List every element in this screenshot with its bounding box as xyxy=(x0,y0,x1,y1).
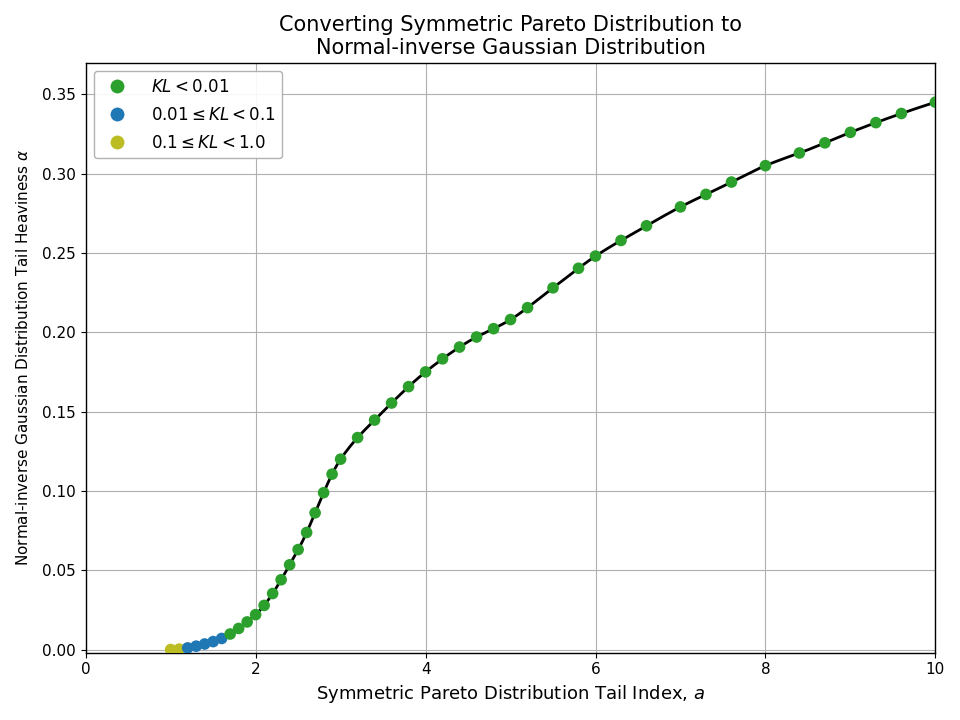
Point xyxy=(256,600,272,611)
Point xyxy=(545,282,561,294)
Point xyxy=(265,588,280,599)
Point xyxy=(757,160,773,171)
Point xyxy=(274,574,289,585)
Point xyxy=(698,189,713,200)
Point xyxy=(188,640,204,652)
Point xyxy=(435,353,450,364)
Point xyxy=(282,559,298,570)
Point xyxy=(367,414,382,426)
Point xyxy=(180,642,195,654)
Point xyxy=(613,235,629,246)
Point xyxy=(588,251,603,262)
Point xyxy=(316,487,331,498)
Point xyxy=(307,507,323,518)
Point xyxy=(452,341,468,353)
Point xyxy=(223,629,238,640)
Point xyxy=(868,117,883,128)
Point xyxy=(520,302,536,313)
Point xyxy=(571,263,587,274)
Point xyxy=(333,454,348,465)
Point xyxy=(205,636,221,647)
Point xyxy=(503,314,518,325)
Point xyxy=(486,323,501,334)
Point xyxy=(324,469,340,480)
Point xyxy=(724,176,739,188)
Point xyxy=(299,527,314,539)
Point xyxy=(673,201,688,212)
Point xyxy=(418,366,433,378)
Point xyxy=(214,633,229,644)
Point xyxy=(792,147,807,158)
Point xyxy=(239,616,254,628)
Title: Converting Symmetric Pareto Distribution to
Normal-inverse Gaussian Distribution: Converting Symmetric Pareto Distribution… xyxy=(279,15,742,58)
Point xyxy=(350,432,366,444)
Point xyxy=(231,623,247,634)
Point xyxy=(401,381,417,392)
Point xyxy=(927,96,943,108)
X-axis label: Symmetric Pareto Distribution Tail Index, $a$: Symmetric Pareto Distribution Tail Index… xyxy=(316,683,705,705)
Point xyxy=(291,544,306,555)
Legend: $KL < 0.01$, $0.01 \leq KL < 0.1$, $0.1 \leq KL < 1.0$: $KL < 0.01$, $0.01 \leq KL < 0.1$, $0.1 … xyxy=(94,71,282,158)
Point xyxy=(638,220,654,232)
Point xyxy=(172,644,187,655)
Point xyxy=(248,609,263,621)
Point xyxy=(894,108,909,120)
Point xyxy=(843,127,858,138)
Point xyxy=(817,137,832,148)
Point xyxy=(384,397,399,409)
Point xyxy=(163,644,179,655)
Point xyxy=(197,638,212,649)
Y-axis label: Normal-inverse Gaussian Distribution Tail Heaviness $\alpha$: Normal-inverse Gaussian Distribution Tai… xyxy=(15,149,31,567)
Point xyxy=(468,331,484,343)
